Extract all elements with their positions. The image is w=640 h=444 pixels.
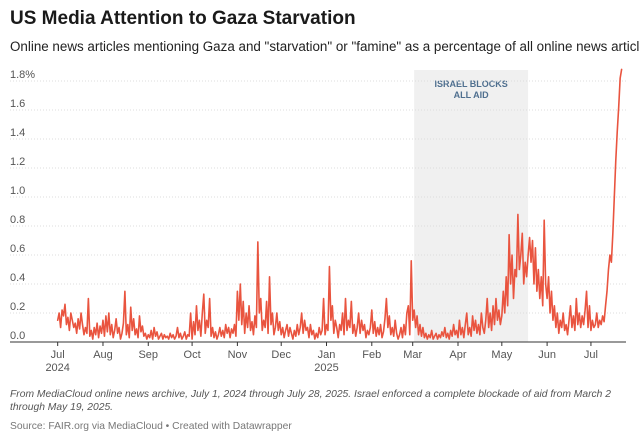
x-tick-label: Oct (184, 349, 201, 361)
x-tick-label: May (491, 349, 512, 361)
x-tick-label: Jun (538, 349, 556, 361)
series-line (56, 68, 623, 340)
y-tick-label: 1.6 (10, 98, 25, 110)
y-tick-label: 0.4 (10, 272, 25, 284)
y-tick-label: 1.8% (10, 69, 35, 81)
x-tick-label: Mar (403, 349, 422, 361)
x-tick-label: Aug (93, 349, 113, 361)
x-tick-label: Apr (449, 349, 466, 361)
y-tick-label: 0.0 (10, 330, 25, 342)
x-tick-label: Nov (228, 349, 248, 361)
blockade-highlight-band (414, 70, 529, 342)
y-tick-label: 1.0 (10, 185, 25, 197)
x-tick-year-label: 2024 (45, 362, 69, 374)
y-tick-label: 1.4 (10, 127, 25, 139)
chart-subtitle: Online news articles mentioning Gaza and… (10, 39, 640, 54)
chart-source: Source: FAIR.org via MediaCloud • Create… (10, 421, 292, 432)
x-tick-label: Jan (318, 349, 336, 361)
y-tick-label: 1.2 (10, 156, 25, 168)
x-tick-label: Jul (584, 349, 598, 361)
chart-notes: From MediaCloud online news archive, Jul… (10, 389, 611, 413)
y-tick-label: 0.8 (10, 214, 25, 226)
blockade-annotation-label: ISRAEL BLOCKS (434, 79, 507, 89)
y-tick-label: 0.6 (10, 243, 25, 255)
x-tick-label: Jul (51, 349, 65, 361)
chart-title: US Media Attention to Gaza Starvation (10, 8, 356, 29)
x-tick-label: Dec (271, 349, 291, 361)
x-tick-year-label: 2025 (314, 362, 338, 374)
x-tick-label: Sep (138, 349, 158, 361)
x-tick-label: Feb (362, 349, 381, 361)
y-tick-label: 0.2 (10, 301, 25, 313)
blockade-annotation-label: ALL AID (454, 90, 489, 100)
